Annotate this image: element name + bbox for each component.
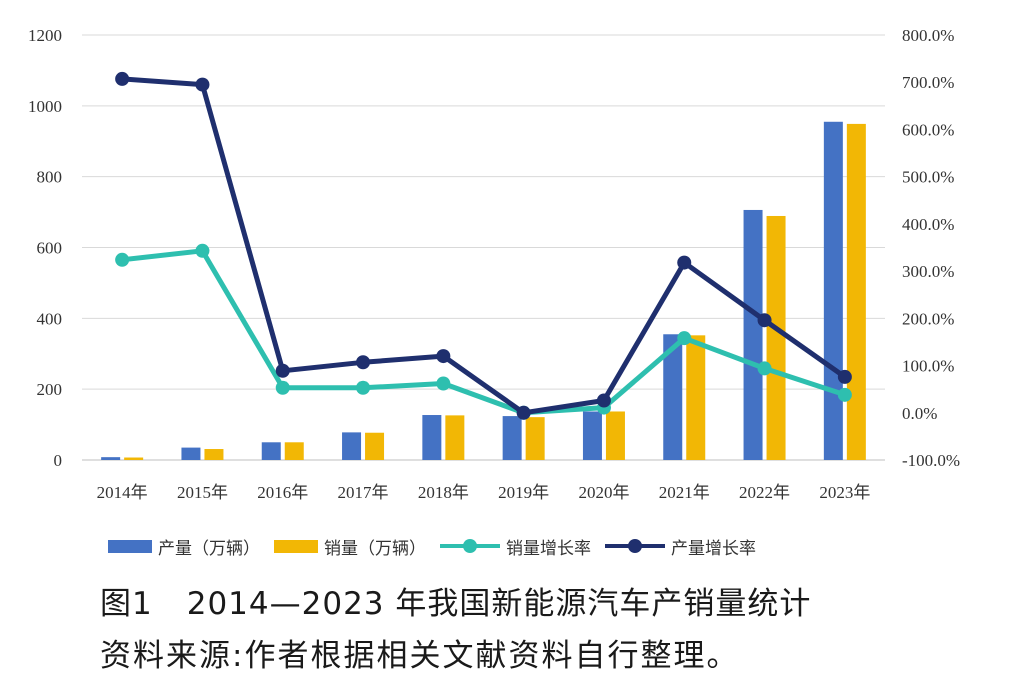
production-growth-point bbox=[837, 369, 852, 384]
right-axis-ticks: -100.0% 0.0% 100.0% 200.0% 300.0% 400.0% 500.0… bbox=[902, 26, 960, 470]
legend-item-sales: 销量（万辆） bbox=[274, 534, 426, 559]
x-tick-label: 2017年 bbox=[338, 483, 389, 502]
bar-production bbox=[342, 432, 362, 460]
bar-production bbox=[582, 411, 602, 460]
legend-swatch-sales bbox=[274, 539, 318, 553]
x-tick-label: 2023年 bbox=[819, 483, 870, 502]
sales-growth-line bbox=[121, 248, 846, 416]
bar-production bbox=[422, 415, 442, 460]
legend: 产量（万辆） 销量（万辆） 销量增长率 产量增长率 bbox=[108, 532, 770, 560]
bar-sales bbox=[525, 417, 545, 460]
x-axis-ticks: 2014年 2015年 2016年 2017年 2018年 2019年 2020年 2021年… bbox=[97, 483, 871, 502]
sales-growth-point bbox=[195, 243, 210, 258]
right-tick-label: 100.0% bbox=[902, 357, 954, 376]
production-growth-point bbox=[115, 71, 130, 86]
production-growth-point bbox=[195, 77, 210, 92]
x-tick-label: 2014年 bbox=[97, 483, 148, 502]
right-tick-label: 300.0% bbox=[902, 262, 954, 281]
x-tick-label: 2018年 bbox=[418, 483, 469, 502]
production-growth-point bbox=[677, 255, 692, 270]
right-tick-label: 200.0% bbox=[902, 309, 954, 328]
x-tick-label: 2020年 bbox=[578, 483, 629, 502]
right-tick-label: -100.0% bbox=[902, 451, 960, 470]
left-tick-label: 400 bbox=[37, 309, 63, 328]
bar-sales bbox=[284, 442, 304, 460]
legend-item-sales-growth: 销量增长率 bbox=[440, 534, 591, 559]
left-tick-label: 600 bbox=[37, 239, 63, 258]
bar-sales bbox=[204, 449, 224, 460]
production-growth-point bbox=[356, 355, 371, 370]
bars bbox=[101, 121, 866, 460]
legend-swatch-sales-growth bbox=[440, 539, 500, 553]
production-growth-point bbox=[436, 349, 451, 364]
right-tick-label: 500.0% bbox=[902, 168, 954, 187]
legend-swatch-production-growth bbox=[605, 539, 665, 553]
left-tick-label: 200 bbox=[37, 380, 63, 399]
sales-growth-point bbox=[436, 376, 451, 391]
bar-sales bbox=[124, 457, 144, 460]
sales-growth-point bbox=[837, 387, 852, 402]
right-tick-label: 0.0% bbox=[902, 404, 937, 423]
legend-label-sales-growth: 销量增长率 bbox=[506, 538, 591, 559]
bar-sales bbox=[445, 415, 465, 460]
left-axis-ticks: 0 200 400 600 800 1000 1200 bbox=[28, 26, 62, 470]
bar-sales bbox=[846, 123, 866, 460]
bar-production bbox=[502, 416, 522, 460]
bar-production bbox=[181, 447, 201, 460]
figure-caption: 图1 2014—2023 年我国新能源汽车产销量统计 bbox=[100, 578, 811, 623]
production-growth-point bbox=[516, 405, 531, 420]
bar-production bbox=[261, 442, 281, 460]
left-tick-label: 800 bbox=[37, 168, 63, 187]
production-growth-point bbox=[275, 363, 290, 378]
x-tick-label: 2015年 bbox=[177, 483, 228, 502]
right-tick-label: 400.0% bbox=[902, 215, 954, 234]
left-tick-label: 0 bbox=[54, 451, 63, 470]
bar-production bbox=[663, 334, 683, 460]
x-tick-label: 2021年 bbox=[659, 483, 710, 502]
gridlines bbox=[82, 34, 885, 461]
production-growth-line bbox=[122, 76, 847, 416]
legend-label-production-growth: 产量增长率 bbox=[671, 538, 756, 559]
left-tick-label: 1200 bbox=[28, 26, 62, 45]
legend-label-sales: 销量（万辆） bbox=[324, 538, 426, 559]
x-tick-label: 2022年 bbox=[739, 483, 790, 502]
bar-production bbox=[743, 209, 763, 460]
figure-number: 图1 bbox=[100, 586, 153, 622]
production-growth-point bbox=[757, 313, 772, 328]
sales-growth-point bbox=[275, 380, 290, 395]
legend-item-production: 产量（万辆） bbox=[108, 534, 260, 559]
legend-item-production-growth: 产量增长率 bbox=[605, 534, 756, 559]
sales-growth-point bbox=[356, 380, 371, 395]
bar-production bbox=[823, 121, 843, 460]
x-tick-label: 2019年 bbox=[498, 483, 549, 502]
sales-growth-point bbox=[677, 331, 692, 346]
bar-sales bbox=[605, 411, 625, 460]
right-tick-label: 600.0% bbox=[902, 120, 954, 139]
figure-title: 2014—2023 年我国新能源汽车产销量统计 bbox=[186, 586, 812, 622]
sales-growth-point bbox=[757, 361, 772, 376]
legend-label-production: 产量（万辆） bbox=[158, 538, 260, 559]
sales-growth-point bbox=[115, 252, 130, 267]
bar-production bbox=[101, 457, 121, 460]
left-tick-label: 1000 bbox=[28, 97, 62, 116]
lines bbox=[115, 71, 852, 420]
bar-sales bbox=[365, 432, 385, 460]
bar-sales bbox=[766, 215, 786, 460]
legend-swatch-production bbox=[108, 539, 152, 553]
x-tick-label: 2016年 bbox=[257, 483, 308, 502]
right-tick-label: 800.0% bbox=[902, 26, 954, 45]
figure-source: 资料来源:作者根据相关文献资料自行整理。 bbox=[100, 638, 740, 674]
bar-sales bbox=[686, 335, 706, 460]
chart: 0 200 400 600 800 1000 1200 -100.0% 0.0% 100.0% 2… bbox=[28, 26, 960, 502]
right-tick-label: 700.0% bbox=[902, 73, 954, 92]
production-growth-point bbox=[596, 393, 611, 408]
